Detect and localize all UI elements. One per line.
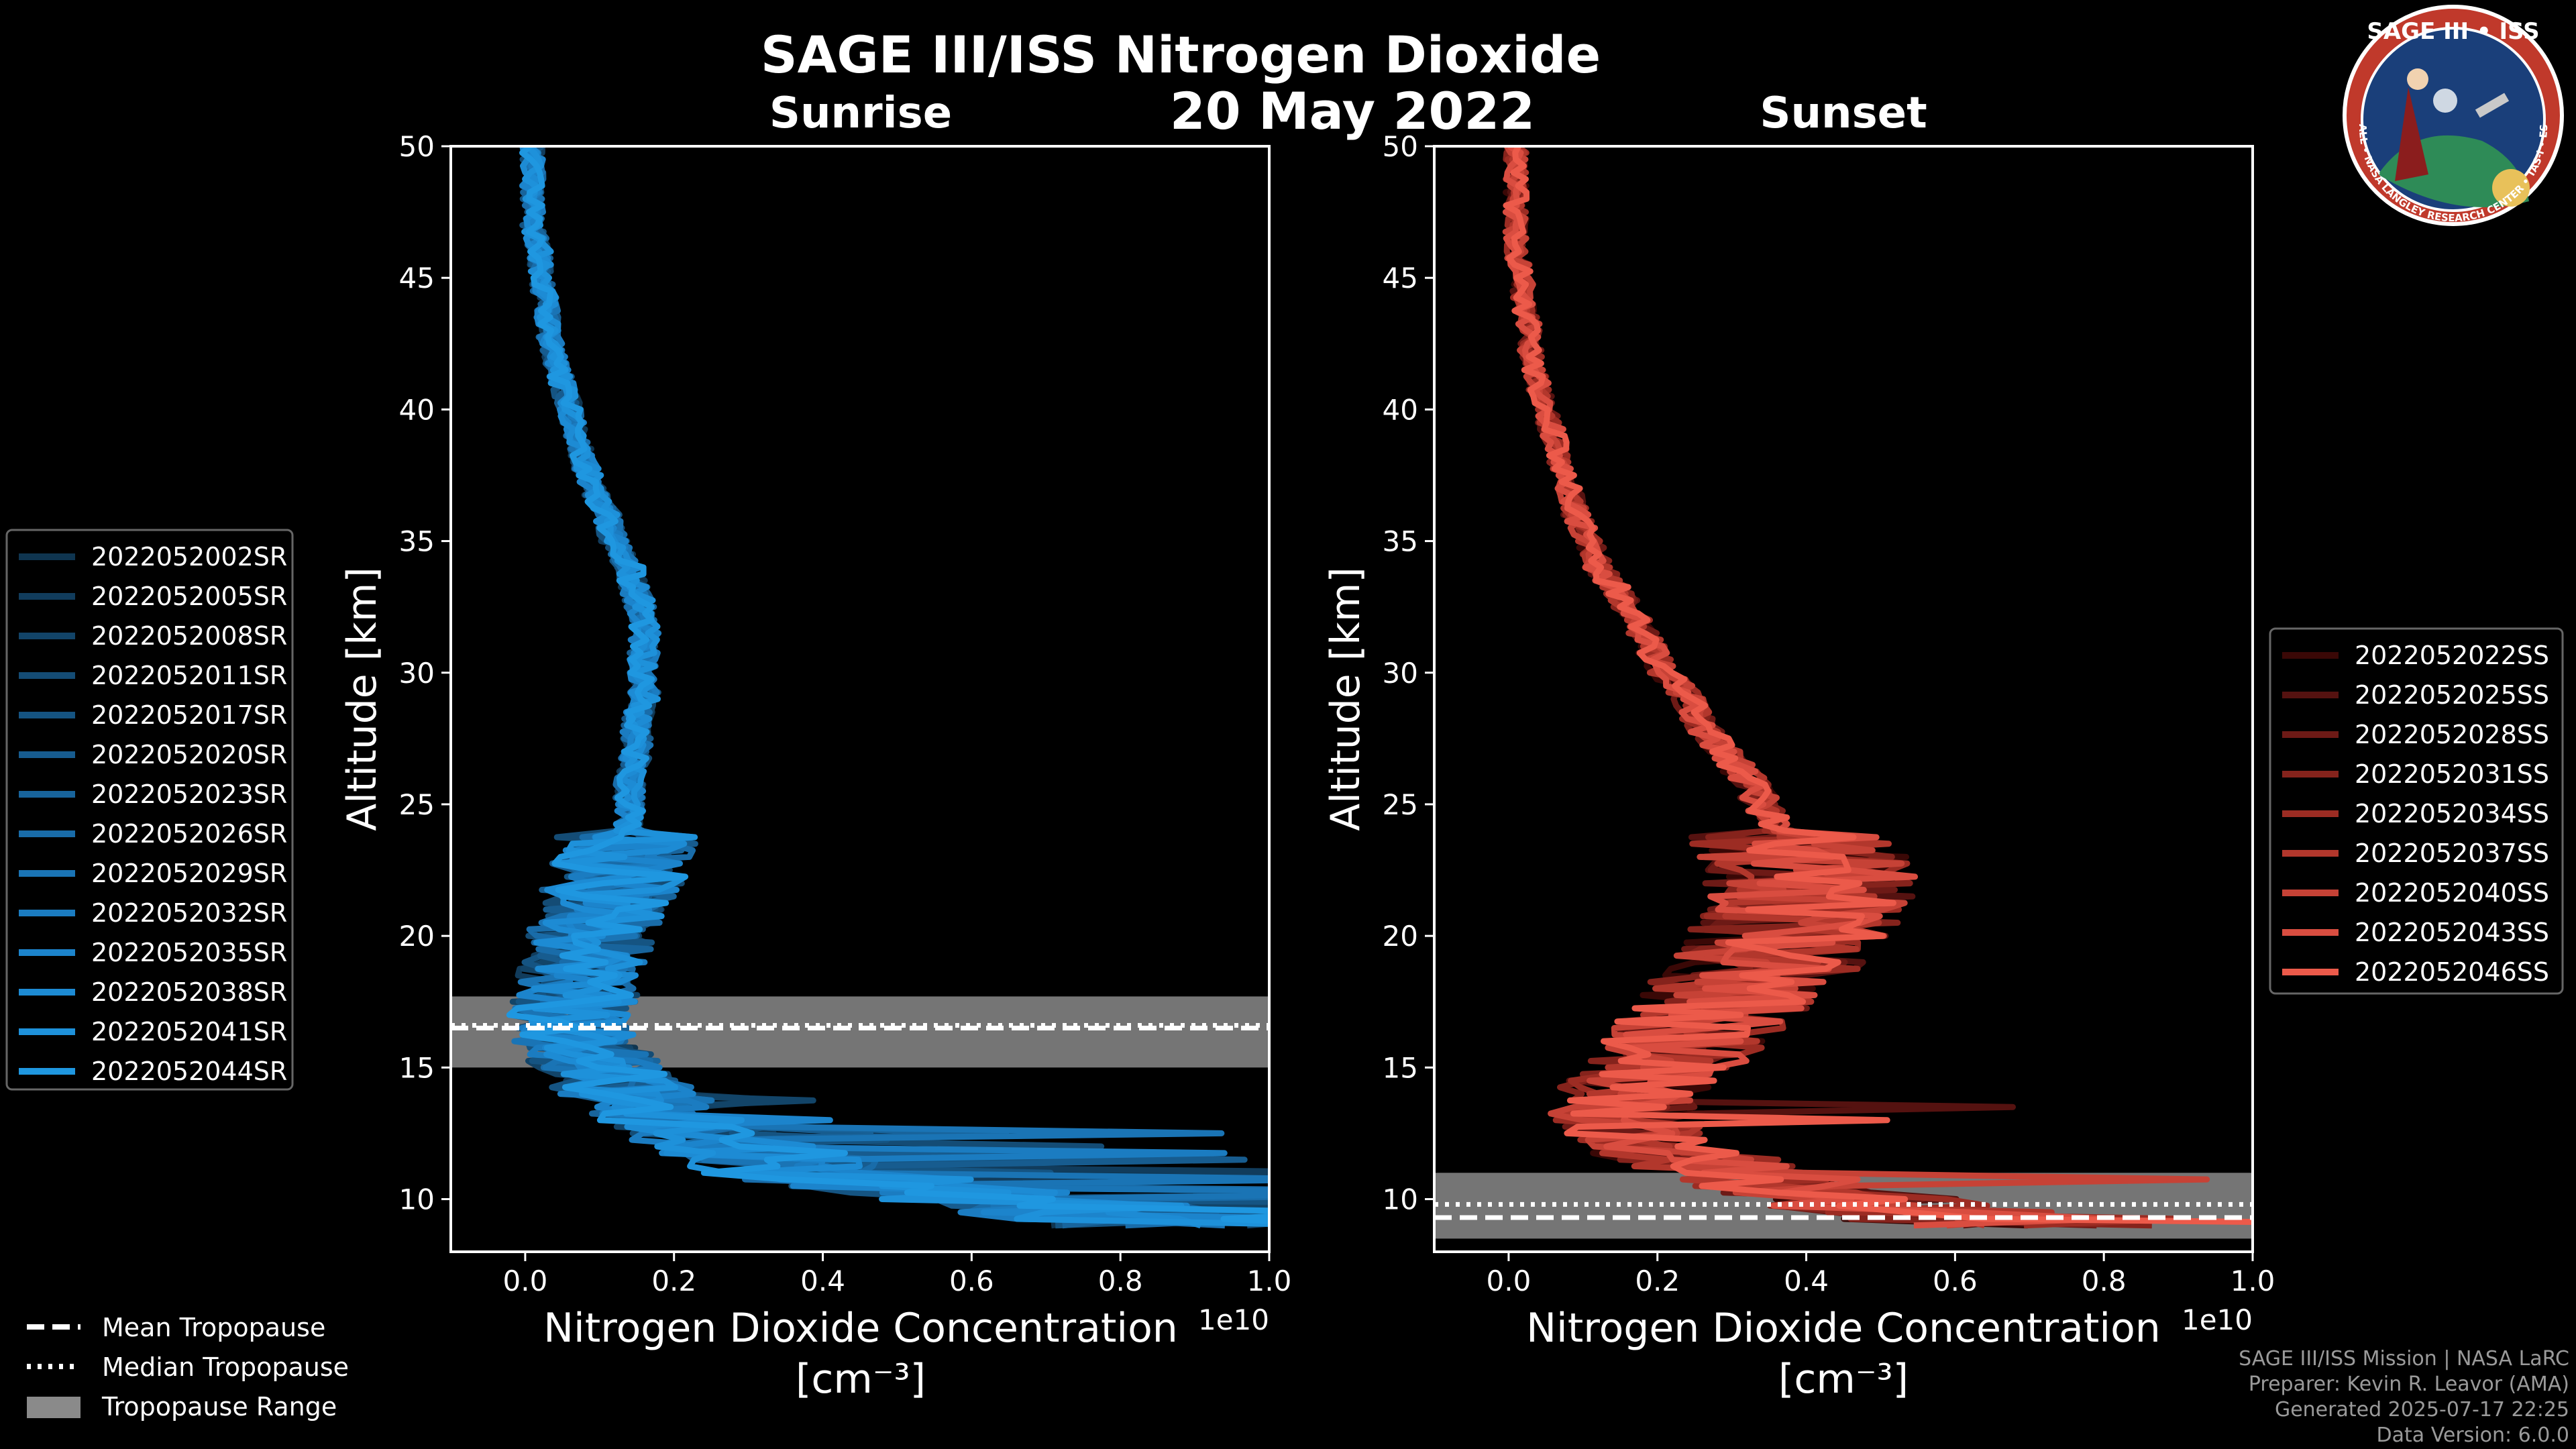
sunset-y-tick-label: 50 xyxy=(1383,130,1418,163)
planet-icon xyxy=(2433,89,2457,113)
sunrise-x-tick-label: 0.8 xyxy=(1098,1265,1143,1297)
moon-icon xyxy=(2492,169,2530,207)
sunset-y-tick-label: 40 xyxy=(1383,393,1418,426)
sunset-legend-entry-2022052025SS: 2022052025SS xyxy=(2355,680,2549,710)
tropopause-legend: Mean Tropopause Median Tropopause Tropop… xyxy=(27,1313,349,1421)
sunset-y-tick-label: 20 xyxy=(1383,920,1418,953)
sunrise-legend-entry-2022052020SR: 2022052020SR xyxy=(91,740,287,769)
sunrise-x-axis-unit: [cm⁻³] xyxy=(796,1356,926,1403)
sunset-legend-entry-2022052031SS: 2022052031SS xyxy=(2355,759,2549,789)
sunset-x-scale-label: 1e10 xyxy=(2182,1303,2253,1336)
sunrise-y-tick-label: 50 xyxy=(399,130,435,163)
figure-title: SAGE III/ISS Nitrogen Dioxide xyxy=(761,25,1601,85)
sunset-x-axis-unit: [cm⁻³] xyxy=(1778,1356,1909,1403)
sunset-x-tick-label: 0.2 xyxy=(1635,1265,1680,1297)
sunset-y-tick-label: 25 xyxy=(1383,788,1418,821)
logo-title: SAGE III • ISS xyxy=(2367,18,2539,45)
sunrise-ticks: 0.0 0.2 0.4 0.6 0.8 1.0 10 15 20 25 30 35 40 45 50 xyxy=(399,130,1292,1297)
sunset-legend-entry-2022052028SS: 2022052028SS xyxy=(2355,720,2549,749)
sunrise-x-tick-label: 0.2 xyxy=(651,1265,696,1297)
sunrise-y-tick-label: 15 xyxy=(399,1051,435,1084)
sunrise-legend-entry-2022052011SR: 2022052011SR xyxy=(91,661,287,690)
sunset-legend-entry-2022052043SS: 2022052043SS xyxy=(2355,918,2549,947)
sunrise-y-tick-label: 30 xyxy=(399,657,435,690)
sunset-x-tick-label: 0.6 xyxy=(1933,1265,1978,1297)
sunrise-x-axis-label: Nitrogen Dioxide Concentration xyxy=(543,1305,1178,1352)
sunrise-plot-area xyxy=(451,146,1269,1229)
sunrise-legend-entry-2022052029SR: 2022052029SR xyxy=(91,859,287,888)
sunrise-profile-2022052044SR xyxy=(506,146,1269,1224)
sunrise-legend-entry-2022052041SR: 2022052041SR xyxy=(91,1017,287,1046)
sunrise-legend-entry-2022052035SR: 2022052035SR xyxy=(91,938,287,967)
median-tropopause-label: Median Tropopause xyxy=(102,1352,349,1382)
sunrise-y-tick-label: 25 xyxy=(399,788,435,821)
sunrise-y-axis-label: Altitude [km] xyxy=(339,567,386,831)
credit-line-3: Generated 2025-07-17 22:25 xyxy=(2275,1398,2569,1421)
sunset-x-tick-label: 0.8 xyxy=(2082,1265,2127,1297)
sunrise-y-tick-label: 40 xyxy=(399,393,435,426)
sunset-x-axis-label: Nitrogen Dioxide Concentration xyxy=(1526,1305,2161,1352)
sunrise-x-tick-label: 0.6 xyxy=(949,1265,994,1297)
figure-head-icon xyxy=(2407,68,2428,90)
sunrise-legend-entry-2022052032SR: 2022052032SR xyxy=(91,898,287,928)
sunrise-legend-entry-2022052002SR: 2022052002SR xyxy=(91,542,287,572)
sunset-legend-entry-2022052046SS: 2022052046SS xyxy=(2355,957,2549,987)
credit-line-2: Preparer: Kevin R. Leavor (AMA) xyxy=(2249,1373,2569,1396)
sunrise-y-tick-label: 20 xyxy=(399,920,435,953)
sunrise-legend-entry-2022052008SR: 2022052008SR xyxy=(91,621,287,651)
sunset-y-tick-label: 10 xyxy=(1383,1183,1418,1216)
sunset-panel: Sunset 0.0 0.2 0.4 0.6 0.8 1.0 10 15 20 25 30 35 40 4… xyxy=(1322,89,2275,1403)
tropopause-range-label: Tropopause Range xyxy=(101,1392,337,1421)
sunset-x-tick-label: 1.0 xyxy=(2231,1265,2275,1297)
sunrise-x-scale-label: 1e10 xyxy=(1198,1303,1269,1336)
sunrise-x-tick-label: 1.0 xyxy=(1247,1265,1292,1297)
credit-line-4: Data Version: 6.0.0 xyxy=(2377,1424,2569,1447)
figure-date: 20 May 2022 xyxy=(1170,81,1535,141)
sunset-y-tick-label: 15 xyxy=(1383,1051,1418,1084)
sunset-legend-box xyxy=(2269,627,2564,995)
sunset-axes-frame xyxy=(1433,145,2254,1253)
sunrise-x-tick-label: 0.0 xyxy=(503,1265,548,1297)
sunrise-subtitle: Sunrise xyxy=(769,89,952,138)
sunset-subtitle: Sunset xyxy=(1760,89,1927,138)
sunset-plot-area xyxy=(1434,146,2253,1239)
sunset-legend-entry-2022052022SS: 2022052022SS xyxy=(2355,641,2549,670)
sunset-profile-2022052043SS xyxy=(1502,146,2108,1229)
sunrise-legend-entry-2022052023SR: 2022052023SR xyxy=(91,780,287,809)
mean-tropopause-label: Mean Tropopause xyxy=(102,1313,325,1342)
sunrise-y-tick-label: 35 xyxy=(399,525,435,558)
sunrise-y-tick-label: 45 xyxy=(399,262,435,294)
sunrise-legend-box xyxy=(5,529,294,1091)
sunrise-legend-entry-2022052044SR: 2022052044SR xyxy=(91,1057,287,1086)
sunset-x-tick-label: 0.4 xyxy=(1784,1265,1829,1297)
iss-icon xyxy=(2475,93,2510,118)
sunset-legend-entry-2022052040SS: 2022052040SS xyxy=(2355,878,2549,908)
sunset-x-tick-label: 0.0 xyxy=(1487,1265,1532,1297)
tropopause-range-swatch xyxy=(27,1397,80,1418)
sunset-y-tick-label: 45 xyxy=(1383,262,1418,294)
sunrise-axes-frame xyxy=(449,145,1271,1253)
sunrise-legend-entry-2022052026SR: 2022052026SR xyxy=(91,819,287,849)
sunrise-legend-entry-2022052017SR: 2022052017SR xyxy=(91,700,287,730)
sunset-legend: 2022052022SS 2022052025SS 2022052028SS 2022… xyxy=(2269,627,2564,995)
figure-robe-icon xyxy=(2395,87,2428,181)
sunset-y-tick-label: 30 xyxy=(1383,657,1418,690)
sunrise-x-tick-label: 0.4 xyxy=(800,1265,845,1297)
sunset-ticks: 0.0 0.2 0.4 0.6 0.8 1.0 10 15 20 25 30 35 40 45 50 xyxy=(1383,130,2275,1297)
sunrise-legend-entry-2022052038SR: 2022052038SR xyxy=(91,977,287,1007)
sunrise-panel: Sunrise 0.0 0.2 0.4 0.6 0.8 1.0 10 15 20 25 30 35 40… xyxy=(339,89,1292,1403)
sunset-profile-2022052046SS xyxy=(1503,146,2253,1225)
sunset-legend-entry-2022052034SS: 2022052034SS xyxy=(2355,799,2549,828)
sunrise-legend: 2022052002SR 2022052005SR 2022052008SR 2022… xyxy=(5,529,294,1091)
credits: SAGE III/ISS Mission | NASA LaRC Prepare… xyxy=(2239,1347,2569,1447)
sunset-legend-entry-2022052037SS: 2022052037SS xyxy=(2355,839,2549,868)
sunset-y-axis-label: Altitude [km] xyxy=(1322,567,1369,831)
sunrise-legend-entry-2022052005SR: 2022052005SR xyxy=(91,582,287,611)
sunset-y-tick-label: 35 xyxy=(1383,525,1418,558)
credit-line-1: SAGE III/ISS Mission | NASA LaRC xyxy=(2239,1347,2569,1371)
sunrise-y-tick-label: 10 xyxy=(399,1183,435,1216)
